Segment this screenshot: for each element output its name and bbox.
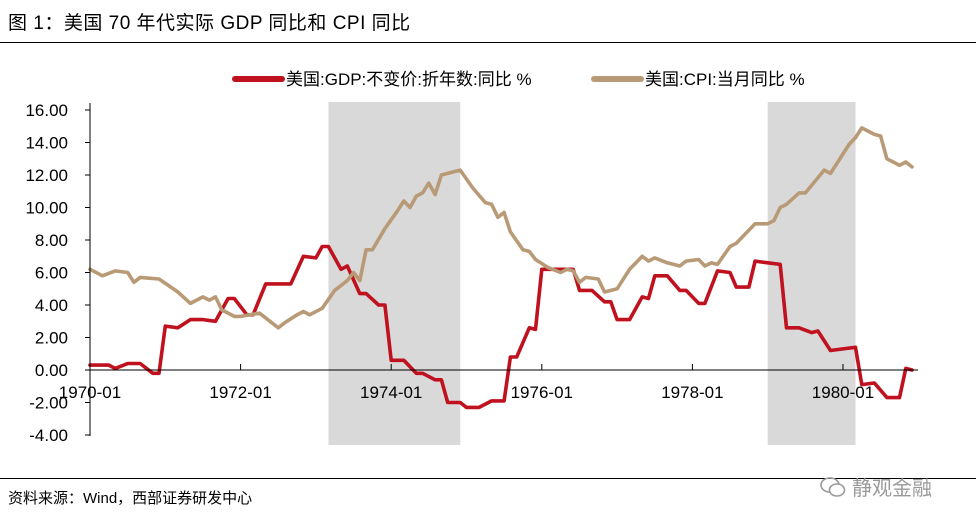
series-line-gdp [88,244,914,410]
legend: 美国:GDP:不变价:折年数:同比 % 美国:CPI:当月同比 % [232,70,805,89]
x-tick-label: 1976-01 [511,383,573,402]
watermark: 静观金融 [820,472,932,501]
y-tick-label: 4.00 [35,296,68,315]
y-tick-label: 6.00 [35,264,68,283]
x-tick-label: 1970-01 [59,383,121,402]
y-tick-label: 0.00 [35,361,68,380]
x-tick-label: 1978-01 [661,383,723,402]
wechat-icon [820,476,846,497]
y-tick-label: 2.00 [35,329,68,348]
y-tick-label: -2.00 [29,394,68,413]
legend-label-cpi: 美国:CPI:当月同比 % [645,70,805,89]
x-tick-label: 1972-01 [209,383,271,402]
y-tick-label: 12.00 [25,166,68,185]
title-divider [0,42,976,43]
axes: 16.00 14.00 12.00 10.00 8.00 6.00 4.00 2.00 0.00… [25,101,918,445]
y-tick-label: 8.00 [35,231,68,250]
footer-divider [0,478,976,479]
y-tick-label: 14.00 [25,134,68,153]
series-lines [88,126,914,410]
y-tick-label: -4.00 [29,426,68,445]
source-note: 资料来源：Wind，西部证券研发中心 [8,490,253,507]
legend-label-gdp: 美国:GDP:不变价:折年数:同比 % [286,70,532,89]
series-line-cpi [88,126,914,330]
y-tick-label: 16.00 [25,101,68,120]
x-tick-label: 1974-01 [360,383,422,402]
figure-title: 图 1：美国 70 年代实际 GDP 同比和 CPI 同比 [8,13,411,34]
watermark-text: 静观金融 [852,478,932,500]
y-tick-label: 10.00 [25,199,68,218]
x-tick-label: 1980-01 [812,383,874,402]
